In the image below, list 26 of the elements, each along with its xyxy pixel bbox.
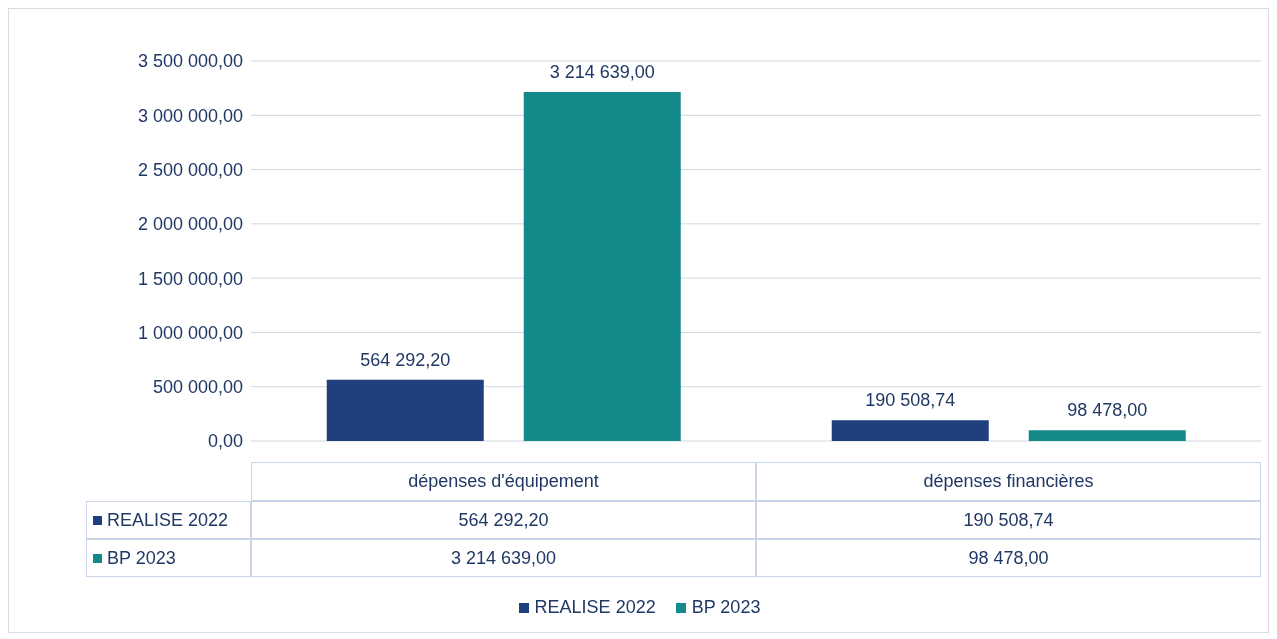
- text: 564 292,20: [360, 349, 451, 370]
- bar: [523, 91, 681, 441]
- y-tick-label: 3 500 000,00: [137, 51, 243, 72]
- x-tick-label: dépenses financières: [756, 462, 1261, 501]
- bar: [831, 420, 989, 441]
- x-tick-label: dépenses d'équipement: [251, 462, 756, 501]
- y-tick-label: 3 000 000,00: [137, 105, 243, 126]
- y-tick-label: 500 000,00: [152, 377, 243, 398]
- bar: [326, 379, 484, 441]
- y-tick-label: 1 000 000,00: [137, 322, 243, 343]
- data-label: 564 292,20: [251, 501, 756, 539]
- data-label: 3 214 639,00: [251, 539, 756, 577]
- text: 3 214 639,00: [549, 61, 655, 82]
- y-tick-label: 1 500 000,00: [137, 268, 243, 289]
- legend-label: BP 2023: [690, 597, 761, 618]
- legend-label: REALISE 2022: [86, 501, 251, 539]
- text: REALISE 2022: [534, 597, 656, 617]
- data-label: 190 508,74: [756, 501, 1261, 539]
- data-label: 98 478,00: [756, 539, 1261, 577]
- bar: [1028, 430, 1186, 441]
- text: BP 2023: [107, 547, 176, 568]
- text: 190 508,74: [865, 390, 956, 411]
- y-tick-label: 2 000 000,00: [137, 214, 243, 235]
- y-tick-label: 2 500 000,00: [137, 159, 243, 180]
- text: 98 478,00: [1067, 400, 1148, 421]
- y-tick-label: 0,00: [207, 431, 243, 452]
